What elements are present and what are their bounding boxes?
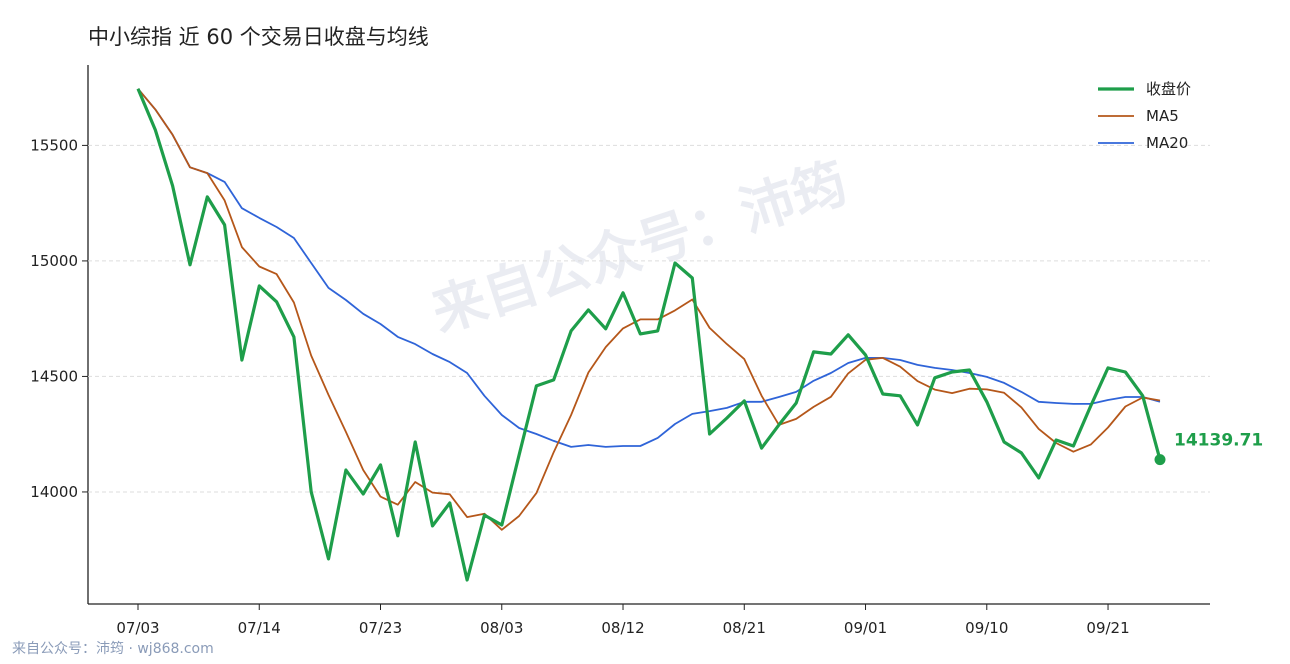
x-tick-label: 09/10 — [965, 619, 1008, 637]
last-value-label: 14139.71 — [1174, 431, 1263, 451]
watermark: 来自公众号：沛筠 — [424, 151, 854, 344]
x-tick-label: 07/14 — [238, 619, 281, 637]
legend-label: MA20 — [1146, 134, 1188, 152]
y-tick-label: 15000 — [30, 252, 78, 270]
line-series — [136, 88, 1162, 582]
x-tick-label: 08/03 — [480, 619, 523, 637]
y-tick-label: 14000 — [30, 483, 78, 501]
last-point — [1154, 454, 1166, 466]
x-tick-label: 09/01 — [844, 619, 887, 637]
x-tick-label: 08/21 — [723, 619, 766, 637]
line-series — [137, 88, 1161, 448]
x-tick-label: 08/12 — [601, 619, 644, 637]
legend-label: MA5 — [1146, 107, 1179, 125]
legend-label: 收盘价 — [1146, 80, 1191, 98]
line-series — [137, 88, 1161, 531]
x-tick-label: 07/03 — [116, 619, 159, 637]
y-tick-label: 15500 — [30, 136, 78, 154]
chart-title: 中小综指 近 60 个交易日收盘与均线 — [88, 25, 429, 49]
footer: 来自公众号：沛筠 · wj868.com — [12, 640, 214, 657]
x-tick-label: 07/23 — [359, 619, 402, 637]
x-tick-label: 09/21 — [1086, 619, 1129, 637]
y-tick-label: 14500 — [30, 367, 78, 385]
